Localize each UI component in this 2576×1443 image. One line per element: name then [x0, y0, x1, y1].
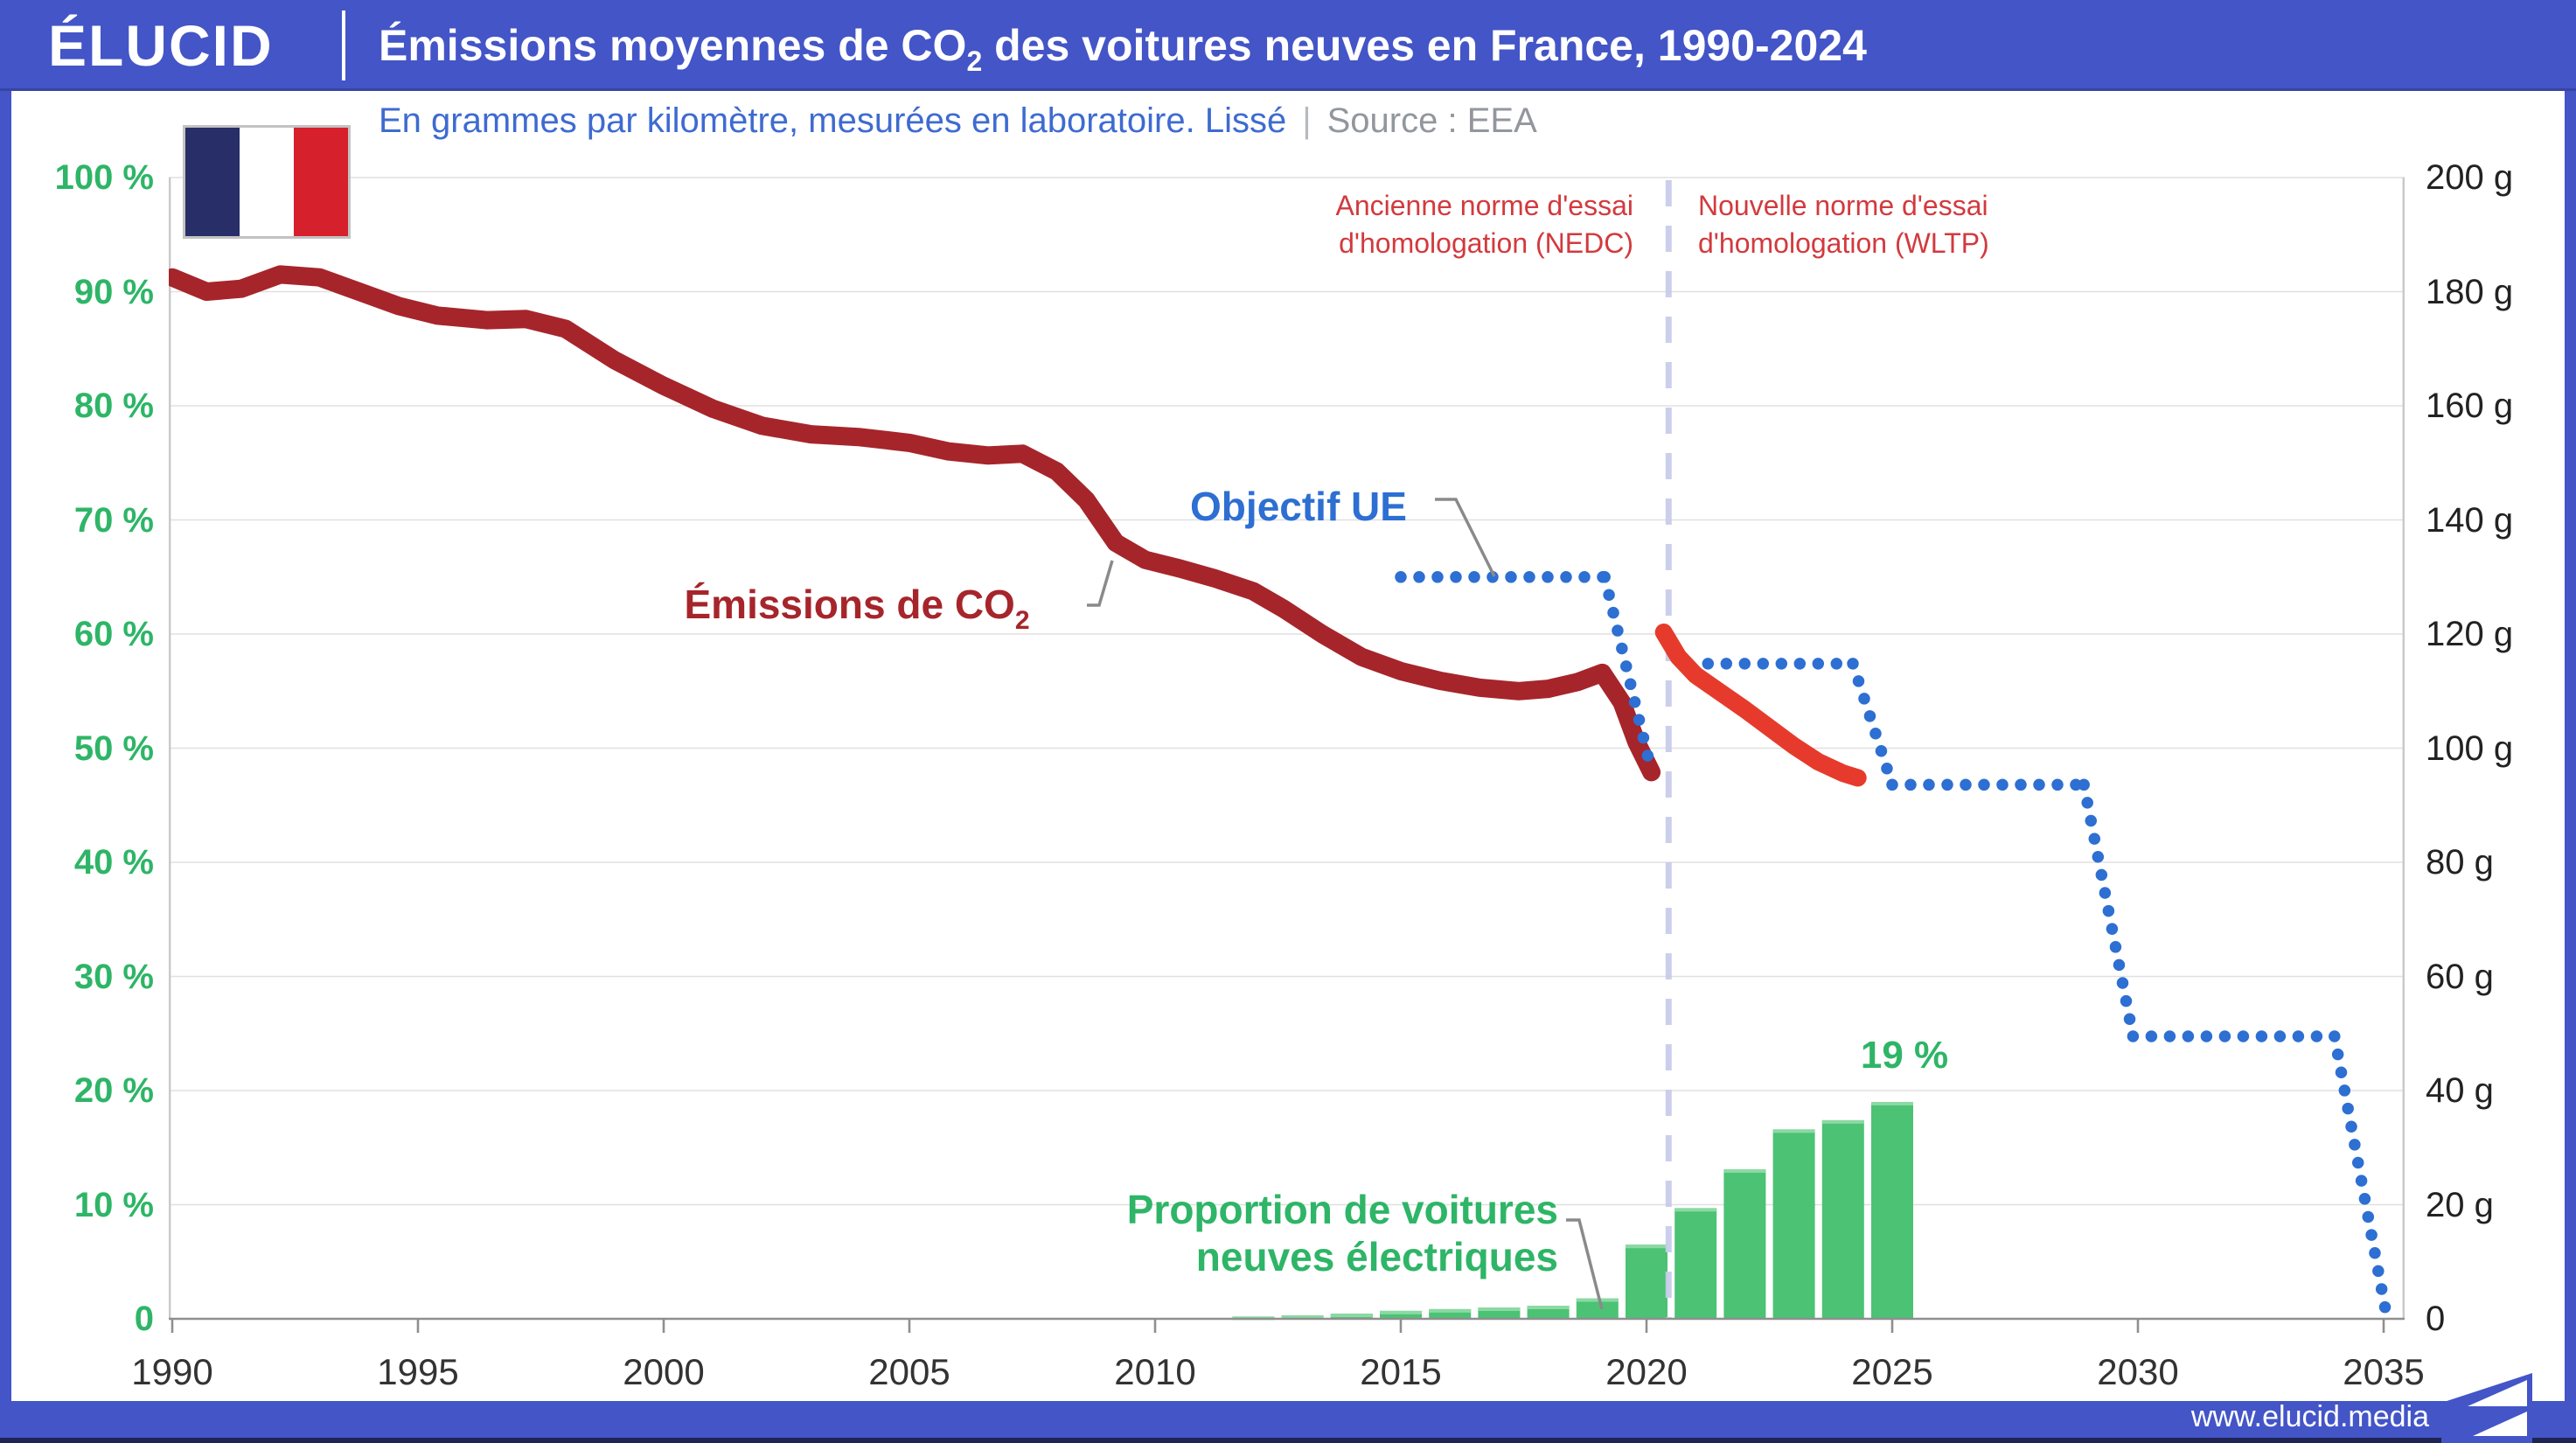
y-axis-label-right: 140 g [2426, 500, 2514, 540]
y-axis-label-right: 20 g [2426, 1185, 2494, 1224]
y-axis-label-right: 80 g [2426, 843, 2494, 882]
footer-dark-strip [0, 1438, 2576, 1443]
flag-red-stripe [294, 128, 348, 236]
label-ev-proportion-line1: Proportion de voitures [1126, 1187, 1558, 1232]
y-axis-label-right: 180 g [2426, 272, 2514, 311]
plot-area [163, 175, 2405, 1338]
chart-canvas [163, 177, 2405, 1333]
annotation-nedc-line1: Ancienne norme d'essai [1335, 190, 1633, 221]
y-axis-label-left: 0 [134, 1300, 154, 1338]
x-axis-label: 1990 [131, 1351, 213, 1392]
x-axis-label: 2010 [1114, 1351, 1196, 1392]
x-axis-label: 2030 [2097, 1351, 2179, 1392]
y-axis-label-right: 120 g [2426, 615, 2514, 653]
subtitle-main: En grammes par kilomètre, mesurées en la… [379, 101, 1287, 140]
y-axis-label-left: 70 % [73, 500, 154, 540]
y-axis-label-right: 200 g [2426, 158, 2514, 197]
elucid-flag-icon [2441, 1373, 2532, 1443]
y-axis-label-left: 20 % [73, 1071, 154, 1110]
header-bar: ÉLUCID Émissions moyennes de CO2 des voi… [0, 0, 2576, 91]
x-axis-label: 2035 [2343, 1351, 2425, 1392]
x-axis-label: 2005 [868, 1351, 950, 1392]
label-emissions-text: Émissions de CO [684, 582, 1015, 627]
y-axis-label-left: 50 % [73, 728, 154, 768]
x-axis-label: 2000 [623, 1351, 705, 1392]
x-axis-label: 2025 [1851, 1351, 1933, 1392]
elucid-logo: ÉLUCID [48, 13, 274, 78]
y-axis-label-left: 90 % [73, 272, 154, 311]
page-title: Émissions moyennes de CO2 des voitures n… [379, 0, 1867, 91]
y-axis-label-right: 100 g [2426, 728, 2514, 768]
footer-website: www.elucid.media [2190, 1400, 2429, 1433]
x-axis-label: 2020 [1605, 1351, 1688, 1392]
y-axis-label-left: 40 % [73, 843, 154, 882]
x-axis-label: 2015 [1360, 1351, 1442, 1392]
right-border [2565, 91, 2576, 1406]
subtitle-separator: | [1302, 101, 1312, 140]
title-text-suffix: des voitures neuves en France, 1990-2024 [982, 21, 1867, 70]
annotation-wltp-line1: Nouvelle norme d'essai [1698, 190, 1988, 221]
y-axis-label-right: 0 [2426, 1300, 2446, 1338]
y-axis-label-left: 80 % [73, 387, 154, 425]
subtitle-source: Source : EEA [1326, 101, 1537, 140]
y-axis-label-left: 100 % [54, 158, 154, 197]
label-objectif-ue: Objectif UE [1190, 484, 1407, 529]
label-emissions-subscript: 2 [1014, 606, 1030, 635]
label-ev-proportion-line2: neuves électriques [1195, 1234, 1558, 1279]
footer-band [0, 1401, 2576, 1438]
label-emissions-co2: Émissions de CO2 [595, 581, 1119, 636]
flag-white-stripe [240, 128, 294, 236]
france-flag-icon [183, 125, 351, 239]
x-axis-label: 1995 [377, 1351, 459, 1392]
y-axis-label-right: 160 g [2426, 387, 2514, 425]
y-axis-label-left: 30 % [73, 957, 154, 996]
y-axis-label-left: 10 % [73, 1185, 154, 1224]
y-axis-label-right: 60 g [2426, 957, 2494, 996]
ev-share-value-label: 19 % [1860, 1034, 1949, 1077]
chart-subtitle: En grammes par kilomètre, mesurées en la… [379, 101, 1537, 141]
flag-blue-stripe [185, 128, 240, 236]
annotation-nedc-line2: d'homologation (NEDC) [1339, 227, 1633, 259]
y-axis-label-right: 40 g [2426, 1071, 2494, 1110]
annotation-nedc: Ancienne norme d'essai d'homologation (N… [1335, 187, 1633, 262]
left-border [0, 91, 11, 1406]
title-text: Émissions moyennes de CO [379, 21, 967, 70]
annotation-wltp: Nouvelle norme d'essai d'homologation (W… [1698, 187, 1989, 262]
title-subscript: 2 [966, 45, 983, 77]
label-ev-proportion: Proportion de voitures neuves électrique… [1127, 1186, 1558, 1280]
annotation-wltp-line2: d'homologation (WLTP) [1698, 227, 1989, 259]
header-separator [342, 10, 345, 80]
y-axis-label-left: 60 % [73, 615, 154, 653]
